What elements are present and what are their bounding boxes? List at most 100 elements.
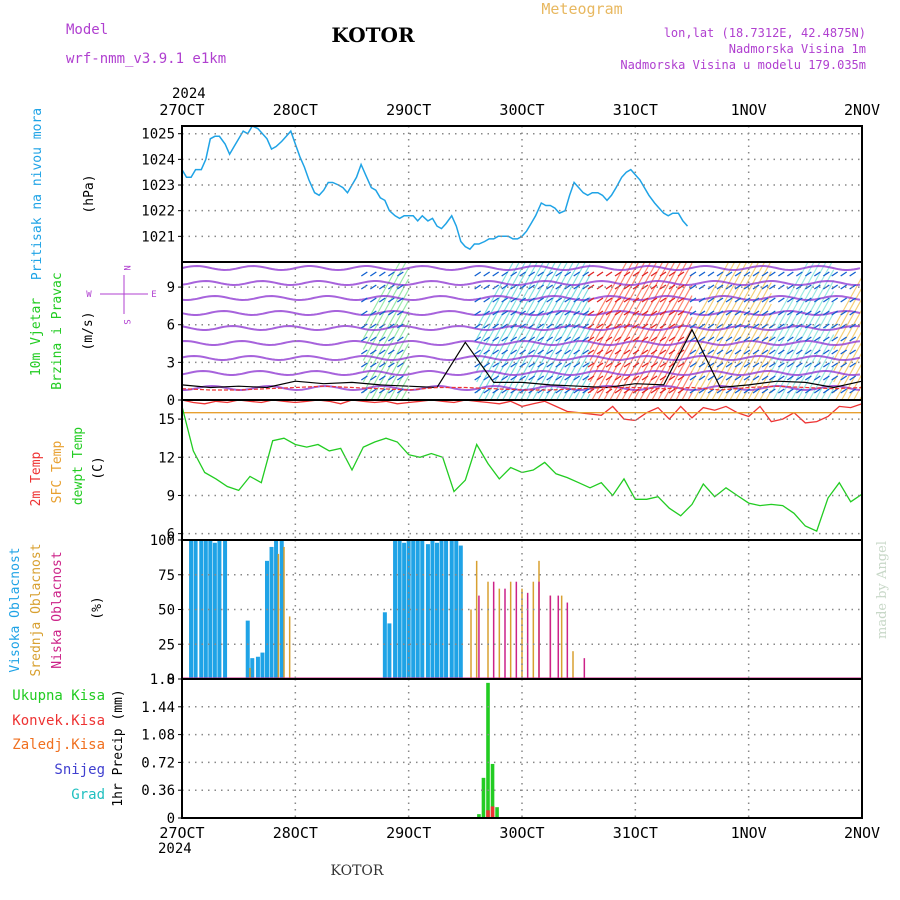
wind-arrow — [483, 375, 491, 381]
cloud-low-bar — [504, 588, 506, 679]
wind-arrow — [677, 297, 685, 303]
wind-hatch — [820, 377, 835, 401]
wind-arrow — [474, 271, 482, 277]
wind-arrow — [483, 388, 491, 394]
wind-arrow — [752, 388, 760, 394]
x-tick-top: 29OCT — [386, 101, 431, 119]
wind-arrow — [716, 375, 724, 381]
wind-arrow — [510, 349, 518, 355]
x-tick-bottom: 1NOV — [731, 824, 767, 842]
wind-arrow — [537, 297, 545, 303]
wind-arrow — [632, 349, 640, 355]
wind-hatch — [589, 261, 628, 329]
wind-arrow — [677, 336, 685, 342]
wind-arrow — [641, 310, 649, 316]
cloud-low-bar — [549, 595, 552, 679]
wind-arrow — [734, 362, 742, 368]
wind-arrow — [501, 375, 509, 381]
wind-arrow — [564, 375, 572, 381]
wind-arrow — [596, 271, 604, 277]
wind-arrow — [546, 336, 554, 342]
wind-arrow — [501, 310, 509, 316]
wind-arrow — [587, 362, 595, 368]
y-tick-label: 1023 — [141, 178, 175, 194]
wind-arrow — [840, 271, 848, 277]
wind-arrow — [641, 323, 649, 329]
cloud-mid-bar — [288, 616, 291, 679]
wind-arrow — [546, 284, 554, 290]
wind-arrow — [795, 375, 803, 381]
wind-hatch — [847, 373, 863, 401]
wind-arrow — [761, 336, 769, 342]
wind-arrow — [483, 271, 491, 277]
wind-arrow — [555, 284, 563, 290]
wind-arrow — [546, 362, 554, 368]
wind-arrow — [743, 362, 751, 368]
wind-arrow — [623, 310, 631, 316]
wind-arrow — [587, 284, 595, 290]
y-tick-label: 0 — [167, 811, 175, 827]
wind-arrow — [501, 323, 509, 329]
wind-arrow — [378, 362, 386, 368]
wind-arrow — [716, 336, 724, 342]
x-tick-top: 27OCT — [159, 101, 204, 119]
wind-arrow — [822, 362, 830, 368]
wind-arrow — [587, 271, 595, 277]
wind-arrow — [822, 388, 830, 394]
precip-legend-item: Zaledj.Kisa — [12, 737, 105, 753]
wind-arrow — [795, 336, 803, 342]
wind-arrow — [483, 284, 491, 290]
wind-arrow — [396, 297, 404, 303]
wind-arrow — [587, 310, 595, 316]
wind-arrow — [725, 297, 733, 303]
wind-arrow — [605, 336, 613, 342]
wind-arrow — [501, 297, 509, 303]
wind-arrow — [761, 375, 769, 381]
wind-label-1: 10m Vjetar — [29, 298, 44, 376]
wind-arrow — [519, 310, 527, 316]
wind-arrow — [795, 297, 803, 303]
wind-arrow — [822, 349, 830, 355]
cloud-low-bar — [566, 602, 569, 679]
wind-arrow — [632, 271, 640, 277]
wind-arrow — [387, 271, 395, 277]
cloud-mid-bar — [509, 581, 512, 679]
precip-total-bar — [490, 763, 495, 818]
wind-arrow — [614, 297, 622, 303]
wind-arrow — [786, 362, 794, 368]
wind-arrow — [474, 297, 482, 303]
wind-arrow — [734, 310, 742, 316]
wind-arrow — [786, 349, 794, 355]
wind-arrow — [369, 375, 377, 381]
wind-arrow — [387, 323, 395, 329]
wind-arrow — [786, 323, 794, 329]
cloud-high-bar — [245, 620, 250, 679]
wind-hatch — [833, 309, 863, 361]
wind-arrow — [369, 323, 377, 329]
wind-arrow — [582, 336, 590, 342]
wind-arrow — [707, 375, 715, 381]
wind-arrow — [573, 349, 581, 355]
wind-arrow — [677, 362, 685, 368]
cloud-low-bar — [538, 581, 540, 679]
wind-arrow — [360, 323, 368, 329]
wind-arrow — [804, 271, 812, 277]
wind-arrow — [813, 388, 821, 394]
wind-arrow — [716, 284, 724, 290]
wind-arrow — [546, 375, 554, 381]
wind-arrow — [707, 284, 715, 290]
wind-arrow — [387, 310, 395, 316]
wind-arrow — [564, 388, 572, 394]
x-tick-top: 30OCT — [499, 101, 544, 119]
credit-watermark: made by Angel — [875, 541, 890, 639]
wind-arrow — [752, 297, 760, 303]
wind-hatch — [476, 261, 514, 329]
wind-arrow — [804, 310, 812, 316]
wind-hatch — [603, 261, 682, 401]
cloud-high-bar — [250, 658, 255, 679]
cloud-mid-bar — [487, 581, 489, 679]
cloud-mid-bar — [498, 588, 501, 679]
wind-arrow — [698, 375, 706, 381]
wind-arrow — [677, 284, 685, 290]
wind-arrow — [369, 284, 377, 290]
